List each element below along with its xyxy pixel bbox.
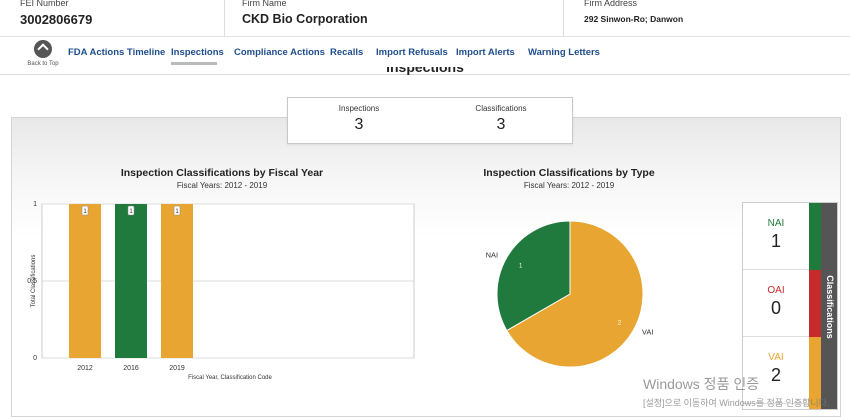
nav-recalls[interactable]: Recalls <box>330 47 364 58</box>
classification-oai[interactable]: OAI 0 <box>743 270 809 337</box>
pie-chart-title: Inspection Classifications by Type <box>483 167 655 179</box>
bar-chart-x-tick-label: 2019 <box>169 365 185 372</box>
bar-chart-y-axis-label: Total Classifications <box>31 255 37 308</box>
pie-chart-subtitle: Fiscal Years: 2012 - 2019 <box>523 181 615 190</box>
pie-category-label: NAI <box>486 251 499 260</box>
bar-data-label: 1 <box>83 209 87 215</box>
classification-vai-count: 2 <box>770 365 781 385</box>
nav-import-refusals[interactable]: Import Refusals <box>376 47 448 58</box>
bar-data-label-box <box>127 205 135 216</box>
nav-warning-letters[interactable]: Warning Letters <box>528 47 600 58</box>
bar-2016[interactable] <box>115 204 147 358</box>
classification-vai-name: VAI <box>768 352 784 363</box>
bar-chart-subtitle: Fiscal Years: 2012 - 2019 <box>176 181 268 190</box>
section-title: Inspections <box>0 67 850 81</box>
chevron-up-icon <box>34 40 52 58</box>
bar-chart-y-tick-label: 0 <box>33 355 37 362</box>
pie-data-label: 2 <box>618 321 622 327</box>
nav-inspections[interactable]: Inspections <box>171 47 224 58</box>
firm-name-value: CKD Bio Corporation <box>242 12 368 26</box>
classification-nai-name: NAI <box>767 218 785 229</box>
fei-number-block: FEI Number 3002806679 <box>0 0 225 36</box>
bar-chart-x-axis-label: Fiscal Year, Classification Code <box>188 375 272 381</box>
pie-data-label: 1 <box>519 264 523 270</box>
oai-color-strip <box>809 270 821 337</box>
vai-color-strip <box>809 337 821 409</box>
nav-import-alerts[interactable]: Import Alerts <box>456 47 515 58</box>
summary-inspections-value: 3 <box>354 116 364 133</box>
classifications-tab[interactable]: Classifications <box>821 203 837 409</box>
pie-slice-nai[interactable] <box>496 220 571 332</box>
pie-chart: 2 VAI 1 NAI <box>486 220 654 368</box>
back-to-top-label: Back to Top <box>27 61 59 67</box>
nav-compliance-actions[interactable]: Compliance Actions <box>234 47 325 58</box>
fei-number-label: FEI Number <box>20 0 69 8</box>
firm-name-block: Firm Name CKD Bio Corporation <box>225 0 564 36</box>
firm-info-bar: FEI Number 3002806679 Firm Name CKD Bio … <box>0 0 850 36</box>
bar-2019[interactable] <box>161 204 193 358</box>
bar-chart-y-tick-label: 1 <box>33 201 37 208</box>
classification-oai-count: 0 <box>770 298 781 318</box>
section-title-text: Inspections <box>386 67 464 75</box>
firm-address-block: Firm Address 292 Sinwon-Ro; Danwon <box>564 0 850 36</box>
summary-classifications-label: Classifications <box>475 104 527 113</box>
watermark-line-1: Windows 정품 인증 <box>643 376 760 392</box>
firm-address-value: 292 Sinwon-Ro; Danwon <box>584 14 684 24</box>
classification-nai-count: 1 <box>770 231 781 251</box>
classification-nai[interactable]: NAI 1 <box>743 203 809 270</box>
bar-chart-x-tick-label: 2012 <box>77 365 93 372</box>
summary-classifications: Classifications 3 <box>461 104 541 134</box>
pie-category-label: VAI <box>642 328 654 337</box>
bar-data-label-box <box>81 205 89 216</box>
bar-chart: 0 0.5 1 1 1 1 2012 2016 2019 Total Classificat… <box>27 201 415 381</box>
summary-inspections-label: Inspections <box>338 104 380 113</box>
pie-slice-vai[interactable] <box>506 220 644 368</box>
inspection-summary: Inspections 3 Classifications 3 <box>287 97 573 144</box>
classification-oai-name: OAI <box>767 285 785 296</box>
active-tab-indicator <box>171 62 217 65</box>
classifications-tab-label: Classifications <box>825 275 835 339</box>
bar-data-label-box <box>173 205 181 216</box>
bar-2012[interactable] <box>69 204 101 358</box>
summary-classifications-value: 3 <box>496 116 506 133</box>
nai-color-strip <box>809 203 821 270</box>
bar-data-label: 1 <box>175 209 179 215</box>
bar-data-label: 1 <box>129 209 133 215</box>
bar-chart-title: Inspection Classifications by Fiscal Yea… <box>120 167 324 179</box>
summary-inspections: Inspections 3 <box>319 104 399 134</box>
bar-chart-y-tick-label: 0.5 <box>27 278 37 285</box>
fei-number-value: 3002806679 <box>20 12 93 27</box>
classification-panel: NAI 1 OAI 0 VAI 2 Classifications <box>742 202 838 410</box>
watermark-line-2: [설정]으로 이동하여 Windows를 정품 인증합니다. <box>643 398 830 408</box>
bar-chart-x-tick-label: 2016 <box>123 365 139 372</box>
nav-fda-actions-timeline[interactable]: FDA Actions Timeline <box>68 47 166 58</box>
windows-activation-watermark: Windows 정품 인증 [설정]으로 이동하여 Windows를 정품 인증… <box>643 374 830 409</box>
firm-name-label: Firm Name <box>242 0 287 8</box>
back-to-top-button[interactable]: Back to Top <box>24 40 62 67</box>
section-nav: Back to Top FDA Actions Timeline Inspect… <box>0 36 850 75</box>
firm-address-label: Firm Address <box>584 0 638 8</box>
classification-vai[interactable]: VAI 2 <box>743 337 809 404</box>
